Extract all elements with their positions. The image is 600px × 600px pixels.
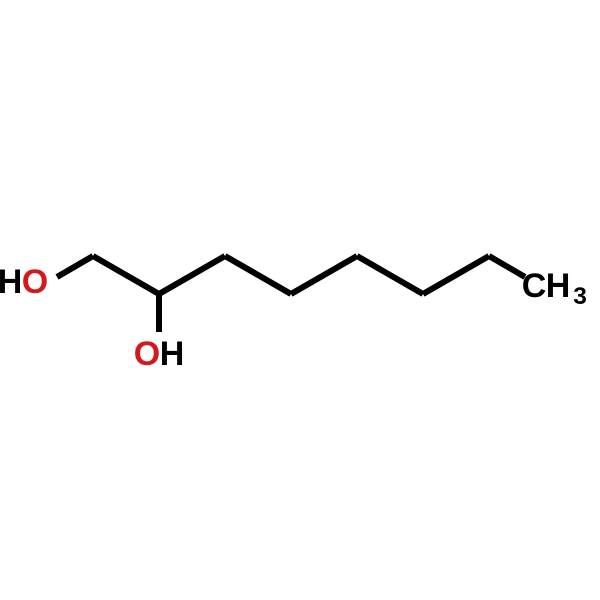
atom-label: H <box>160 335 185 373</box>
bond-layer <box>57 256 525 332</box>
atom-label: H <box>546 267 571 305</box>
bond <box>291 256 357 294</box>
bond <box>357 256 423 294</box>
bond <box>159 256 225 294</box>
atom-label: O <box>134 335 160 373</box>
atom-label-layer: HOOHCH3 <box>0 263 587 373</box>
bond <box>225 256 291 294</box>
atom-label: O <box>22 263 48 301</box>
atom-label: H <box>0 263 22 301</box>
bond <box>93 256 159 294</box>
molecule-diagram: HOOHCH3 <box>0 0 600 600</box>
atom-label: C <box>522 267 547 305</box>
bond <box>423 256 489 294</box>
bond <box>489 256 525 277</box>
atom-label: 3 <box>573 283 587 310</box>
bond <box>57 256 93 277</box>
